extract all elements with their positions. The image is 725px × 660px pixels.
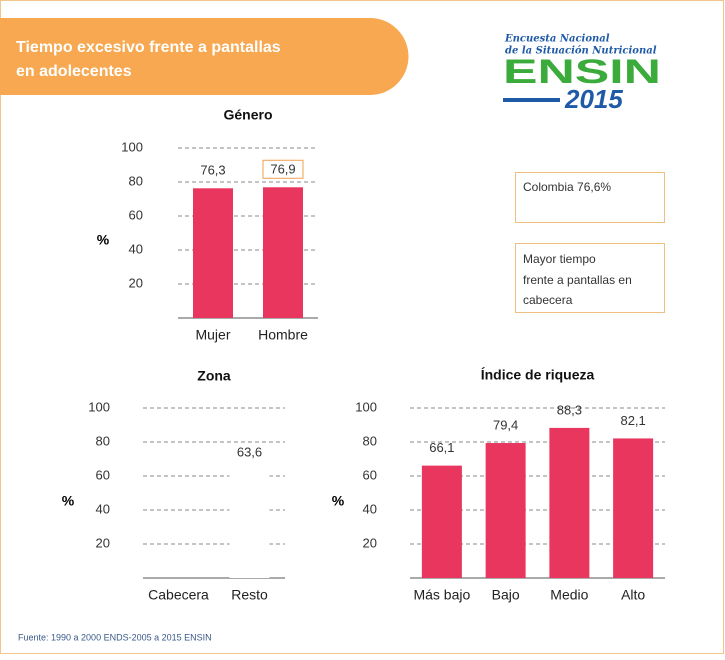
y-tick-label: 100: [88, 399, 110, 414]
logo-year: 2015: [564, 84, 623, 114]
value-label: 76,3: [200, 163, 225, 178]
bar: [613, 438, 654, 578]
chart-title: Zona: [197, 368, 231, 384]
header-title: Tiempo excesivo frente a pantallas: [16, 39, 281, 56]
value-label: 63,6: [237, 444, 262, 459]
y-tick-label: 100: [355, 399, 377, 414]
x-tick-label: Hombre: [258, 327, 308, 343]
y-axis-label: %: [62, 493, 75, 509]
value-label: 79,4: [493, 417, 518, 432]
x-tick-label: Alto: [621, 587, 645, 603]
callout-text: Colombia 76,6%: [523, 180, 611, 194]
bar: [193, 188, 233, 318]
bar: [485, 443, 526, 578]
x-tick-label: Bajo: [492, 587, 520, 603]
callout-box: [515, 243, 665, 313]
header-title: en adolecentes: [16, 63, 132, 80]
x-tick-label: Más bajo: [413, 587, 470, 603]
source: Fuente: 1990 a 2000 ENDS-2005 a 2015 ENS…: [18, 632, 212, 642]
y-axis-label: %: [332, 493, 345, 509]
logo: Encuesta Nacional de la Situación Nutric…: [498, 26, 666, 120]
x-tick-label: Resto: [231, 587, 268, 603]
callout-text: Mayor tiempo: [523, 252, 596, 266]
y-tick-label: 40: [96, 501, 110, 516]
y-tick-label: 40: [363, 501, 377, 516]
y-tick-label: 60: [129, 207, 143, 222]
y-tick-label: 40: [129, 241, 143, 256]
callout-text: cabecera: [523, 293, 573, 307]
bar: [421, 465, 462, 578]
chart-title: Índice de riqueza: [481, 367, 595, 383]
logo-text: de la Situación Nutricional: [505, 46, 657, 57]
value-label: 88,3: [557, 402, 582, 417]
y-tick-label: 20: [129, 275, 143, 290]
y-tick-label: 20: [363, 535, 377, 550]
value-label: 76,9: [270, 162, 295, 177]
y-tick-label: 100: [121, 139, 143, 154]
x-tick-label: Medio: [550, 587, 588, 603]
callout-text: frente a pantallas en: [523, 273, 632, 287]
y-tick-label: 80: [129, 173, 143, 188]
y-tick-label: 20: [96, 535, 110, 550]
header-banner: [0, 18, 409, 95]
bar: [549, 427, 590, 578]
label-box: [262, 159, 304, 179]
y-tick-label: 60: [96, 467, 110, 482]
value-label: 82,1: [620, 413, 645, 428]
bar: [263, 187, 303, 318]
y-tick-label: 80: [363, 433, 377, 448]
x-tick-label: Cabecera: [148, 587, 209, 603]
y-tick-label: 60: [363, 467, 377, 482]
bar: [229, 469, 270, 578]
logo-bg: [498, 26, 666, 120]
y-axis-label: %: [97, 232, 110, 248]
value-label: 66,1: [429, 440, 454, 455]
y-tick-label: 80: [96, 433, 110, 448]
logo-text: Encuesta Nacional: [504, 34, 610, 45]
chart-title: Género: [223, 107, 272, 123]
callout-box: [515, 172, 665, 223]
logo-name: ENSIN: [503, 53, 661, 91]
x-tick-label: Mujer: [195, 327, 230, 343]
